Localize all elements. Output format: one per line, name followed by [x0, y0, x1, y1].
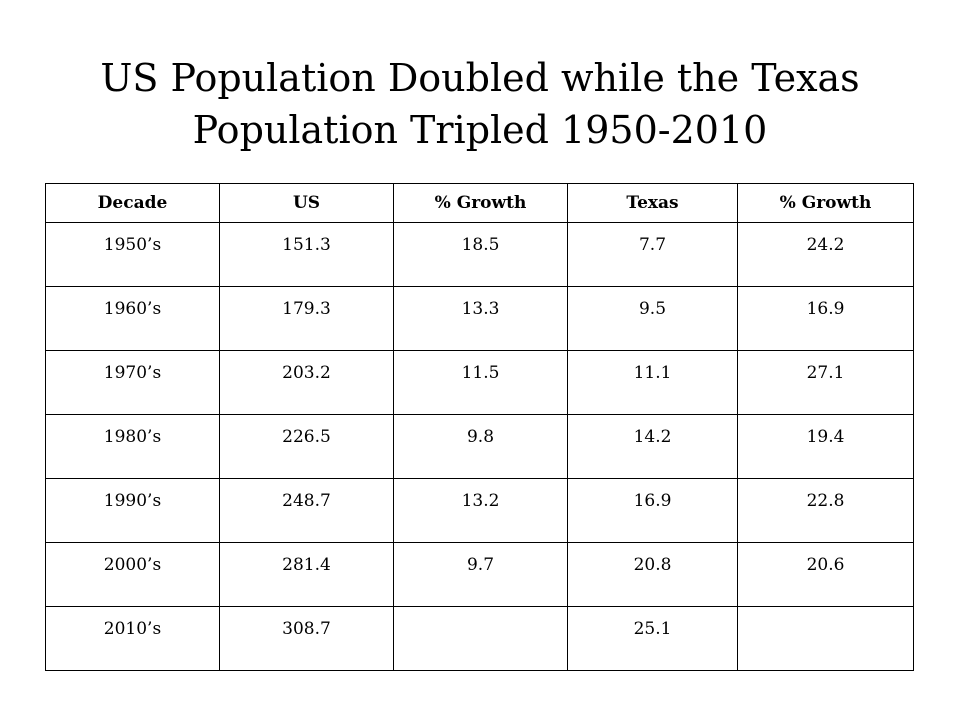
cell-texas-growth: 19.4: [737, 414, 914, 479]
population-table-container: Decade US % Growth Texas % Growth 1950’s…: [45, 183, 914, 671]
cell-texas: 16.9: [567, 478, 738, 543]
cell-us: 308.7: [219, 606, 394, 671]
slide-title-line-2: Population Tripled 1950-2010: [192, 108, 768, 152]
population-table: Decade US % Growth Texas % Growth 1950’s…: [45, 183, 914, 671]
cell-decade: 1980’s: [45, 414, 220, 479]
cell-decade: 2000’s: [45, 542, 220, 607]
cell-us-growth: 11.5: [393, 350, 568, 415]
cell-texas: 20.8: [567, 542, 738, 607]
table-row: 1980’s 226.5 9.8 14.2 19.4: [45, 414, 914, 479]
table-row: 1970’s 203.2 11.5 11.1 27.1: [45, 350, 914, 415]
cell-texas: 14.2: [567, 414, 738, 479]
slide-title: US Population Doubled while the Texas Po…: [0, 52, 960, 156]
cell-us: 248.7: [219, 478, 394, 543]
cell-decade: 1950’s: [45, 222, 220, 287]
cell-us-growth: 18.5: [393, 222, 568, 287]
table-row: 1990’s 248.7 13.2 16.9 22.8: [45, 478, 914, 543]
cell-texas-growth: 24.2: [737, 222, 914, 287]
table-row: 1950’s 151.3 18.5 7.7 24.2: [45, 222, 914, 287]
cell-us-growth: [393, 606, 568, 671]
header-texas: Texas: [567, 183, 738, 223]
table-row: 2000’s 281.4 9.7 20.8 20.6: [45, 542, 914, 607]
cell-us: 151.3: [219, 222, 394, 287]
cell-decade: 1960’s: [45, 286, 220, 351]
cell-texas-growth: 16.9: [737, 286, 914, 351]
cell-texas-growth: 27.1: [737, 350, 914, 415]
cell-texas-growth: 20.6: [737, 542, 914, 607]
header-texas-growth: % Growth: [737, 183, 914, 223]
cell-us-growth: 13.3: [393, 286, 568, 351]
cell-us: 281.4: [219, 542, 394, 607]
cell-us-growth: 13.2: [393, 478, 568, 543]
cell-texas: 7.7: [567, 222, 738, 287]
table-row: 1960’s 179.3 13.3 9.5 16.9: [45, 286, 914, 351]
cell-decade: 2010’s: [45, 606, 220, 671]
cell-us-growth: 9.7: [393, 542, 568, 607]
header-us: US: [219, 183, 394, 223]
cell-us: 226.5: [219, 414, 394, 479]
cell-us-growth: 9.8: [393, 414, 568, 479]
table-body: 1950’s 151.3 18.5 7.7 24.2 1960’s 179.3 …: [45, 222, 914, 671]
cell-us: 179.3: [219, 286, 394, 351]
header-row: Decade US % Growth Texas % Growth: [45, 183, 914, 223]
cell-texas: 11.1: [567, 350, 738, 415]
cell-decade: 1970’s: [45, 350, 220, 415]
cell-texas-growth: [737, 606, 914, 671]
cell-us: 203.2: [219, 350, 394, 415]
slide-title-line-1: US Population Doubled while the Texas: [100, 56, 860, 100]
table-header: Decade US % Growth Texas % Growth: [45, 183, 914, 223]
header-us-growth: % Growth: [393, 183, 568, 223]
header-decade: Decade: [45, 183, 220, 223]
table-row: 2010’s 308.7 25.1: [45, 606, 914, 671]
cell-decade: 1990’s: [45, 478, 220, 543]
cell-texas-growth: 22.8: [737, 478, 914, 543]
cell-texas: 9.5: [567, 286, 738, 351]
cell-texas: 25.1: [567, 606, 738, 671]
